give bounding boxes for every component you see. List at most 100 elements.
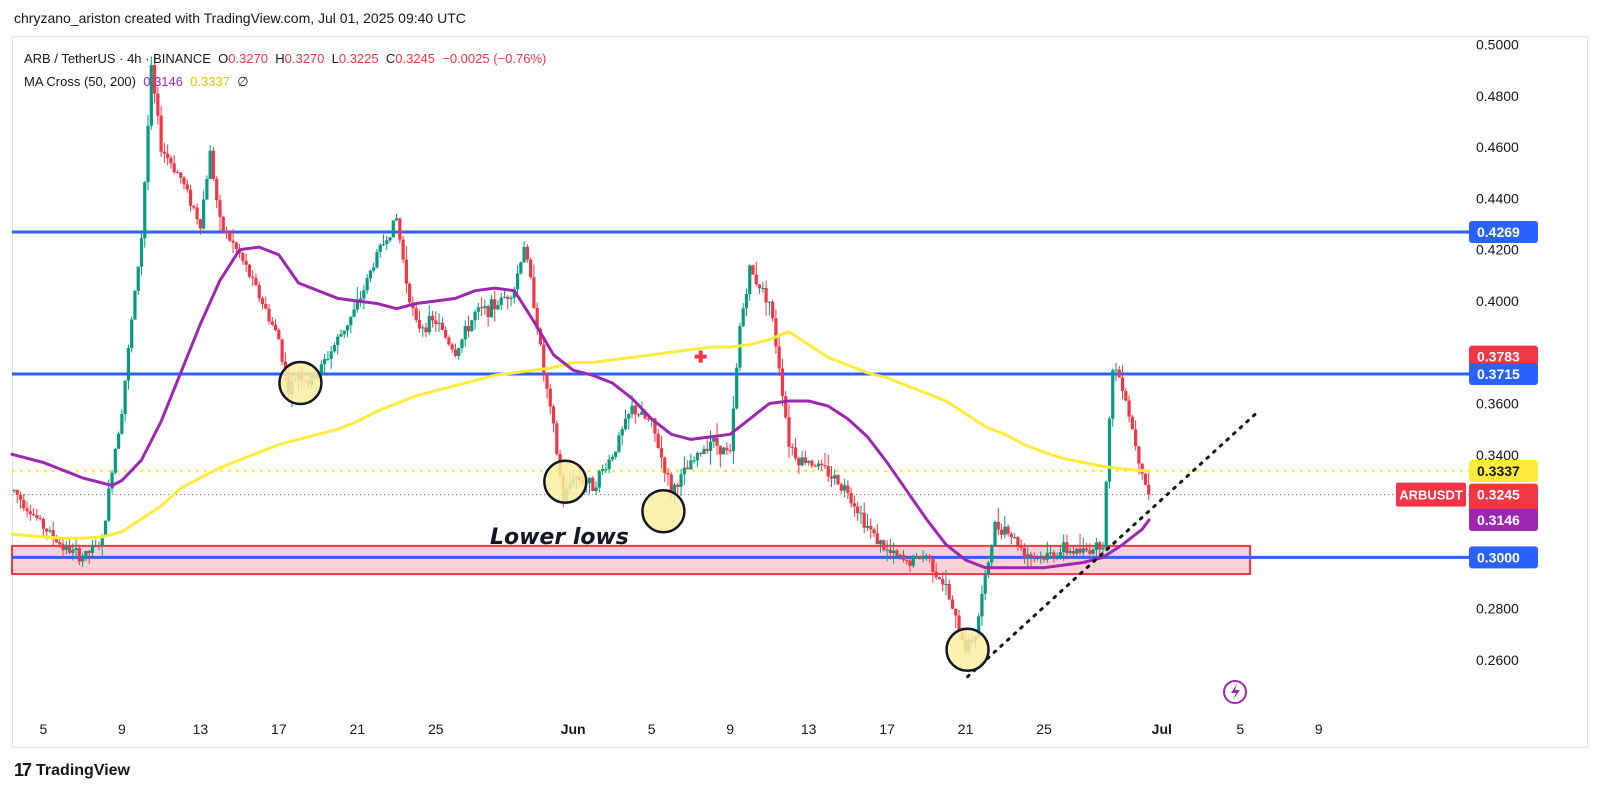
candle-body bbox=[1039, 556, 1043, 558]
legend-indicator-name[interactable]: MA Cross (50, 200) bbox=[24, 74, 136, 89]
candle-body bbox=[787, 417, 791, 447]
candle-body bbox=[754, 274, 758, 285]
low-circle-marker bbox=[641, 489, 686, 534]
candle-body bbox=[509, 297, 513, 299]
candle-body bbox=[614, 451, 618, 457]
candle-body bbox=[457, 348, 461, 357]
candle-body bbox=[133, 290, 137, 320]
x-tick-label: 25 bbox=[428, 721, 444, 737]
candle-body bbox=[188, 189, 193, 206]
candle-body bbox=[1117, 369, 1121, 378]
legend-high-label: H bbox=[275, 51, 285, 66]
candle-body bbox=[892, 550, 896, 554]
y-tick-label: 0.2600 bbox=[1476, 652, 1519, 668]
candle-body bbox=[538, 328, 543, 345]
candle-body bbox=[918, 555, 922, 560]
lower-lows-annotation: Lower lows bbox=[490, 525, 629, 550]
candle-body bbox=[1052, 552, 1056, 558]
chart-credit-header: chryzano_ariston created with TradingVie… bbox=[14, 10, 466, 26]
candle-body bbox=[159, 115, 163, 152]
x-tick-label: 25 bbox=[1036, 721, 1052, 737]
candle-body bbox=[208, 150, 212, 180]
tradingview-logo[interactable]: 17 TradingView bbox=[14, 760, 130, 781]
candle-body bbox=[715, 437, 719, 446]
candle-body bbox=[251, 276, 255, 278]
candle-body bbox=[71, 549, 75, 553]
candle-body bbox=[607, 459, 611, 470]
candle-body bbox=[816, 463, 821, 467]
candle-body bbox=[764, 288, 768, 303]
candle-body bbox=[28, 511, 32, 515]
candle-body bbox=[424, 327, 428, 333]
price-label-text: 0.3783 bbox=[1477, 349, 1520, 365]
candle-body bbox=[725, 447, 729, 451]
candle-body bbox=[146, 125, 150, 183]
candle-body bbox=[440, 322, 444, 330]
candle-body bbox=[702, 448, 706, 455]
candle-body bbox=[130, 319, 134, 348]
candle-body bbox=[954, 608, 958, 616]
candle-body bbox=[663, 457, 667, 474]
candle-body bbox=[345, 325, 350, 331]
candle-body bbox=[486, 306, 490, 318]
candle-body bbox=[718, 445, 722, 455]
candle-body bbox=[479, 307, 484, 309]
candle-body bbox=[999, 529, 1004, 535]
candle-body bbox=[332, 345, 337, 352]
candle-body bbox=[506, 296, 510, 299]
candle-body bbox=[1006, 526, 1010, 534]
candle-body bbox=[1009, 533, 1013, 538]
candle-body bbox=[807, 460, 811, 463]
candle-body bbox=[1042, 556, 1046, 560]
candle-body bbox=[865, 525, 870, 528]
candle-body bbox=[882, 540, 886, 550]
candle-body bbox=[470, 320, 474, 332]
low-circle-marker bbox=[543, 459, 588, 505]
candle-body bbox=[826, 466, 830, 477]
legend-low-label: L bbox=[331, 51, 339, 66]
legend-symbol[interactable]: ARB / TetherUS · 4h · BINANCE bbox=[24, 51, 211, 66]
y-tick-label: 0.4200 bbox=[1476, 242, 1519, 258]
candle-body bbox=[231, 240, 235, 243]
candle-body bbox=[169, 157, 173, 164]
candle-body bbox=[372, 267, 376, 271]
symbol-tag-text: ARBUSDT bbox=[1399, 488, 1463, 503]
candle-body bbox=[555, 423, 559, 455]
y-tick-label: 0.3400 bbox=[1476, 447, 1519, 463]
candle-body bbox=[761, 288, 765, 290]
candle-body bbox=[12, 490, 16, 492]
candle-body bbox=[368, 270, 373, 279]
candle-body bbox=[329, 351, 333, 359]
candle-body bbox=[977, 616, 981, 637]
candle-body bbox=[793, 447, 798, 459]
candle-body bbox=[1078, 548, 1082, 553]
candle-body bbox=[1045, 552, 1049, 560]
price-label-text: 0.3715 bbox=[1477, 366, 1520, 382]
candle-body bbox=[833, 475, 837, 479]
annotations-layer: Lower lows bbox=[278, 360, 1262, 704]
candle-body bbox=[885, 549, 889, 551]
legend-low: 0.3225 bbox=[338, 51, 379, 66]
candle-body bbox=[84, 550, 88, 559]
candle-body bbox=[594, 487, 598, 492]
candle-body bbox=[175, 172, 180, 174]
candle-body bbox=[623, 418, 628, 430]
candle-body bbox=[721, 447, 726, 455]
candle-body bbox=[365, 278, 369, 291]
candle-body bbox=[182, 177, 186, 185]
candle-body bbox=[591, 477, 595, 492]
x-tick-label: 13 bbox=[801, 721, 817, 737]
candle-body bbox=[408, 283, 412, 303]
candle-body bbox=[156, 93, 160, 116]
candle-body bbox=[421, 327, 425, 329]
candle-body bbox=[277, 330, 281, 340]
x-tick-label: 17 bbox=[879, 721, 895, 737]
candle-body bbox=[784, 396, 788, 418]
candle-body bbox=[532, 277, 536, 308]
candle-body bbox=[15, 490, 19, 495]
candle-body bbox=[996, 521, 1000, 530]
ma50-line bbox=[10, 245, 1151, 570]
candle-body bbox=[587, 477, 592, 484]
x-tick-label: 5 bbox=[39, 721, 47, 737]
